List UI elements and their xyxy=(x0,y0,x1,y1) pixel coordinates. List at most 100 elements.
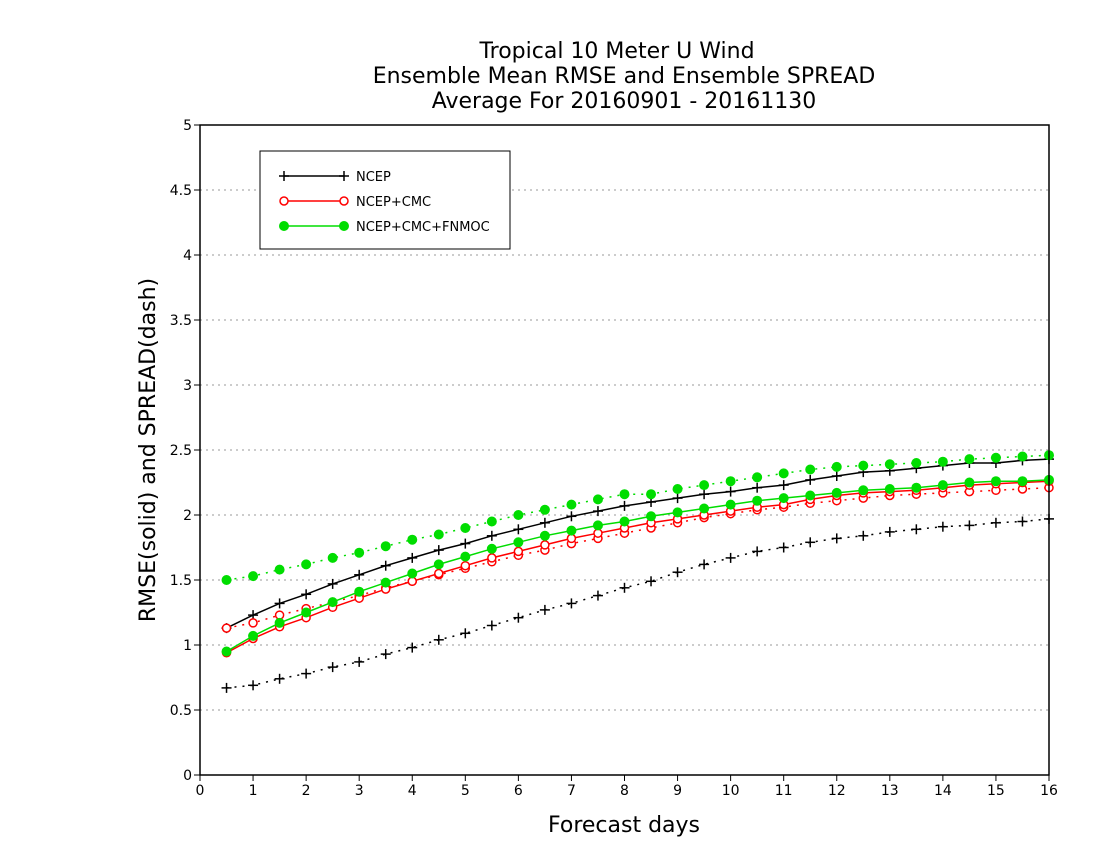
data-point-ncep-cmc-fnmoc-spread xyxy=(699,480,710,491)
x-tick-label: 6 xyxy=(514,783,523,799)
legend-item: NCEP+CMC+FNMOC xyxy=(279,220,490,235)
data-point-ncep-cmc-rmse xyxy=(513,546,524,557)
y-tick-label: 0 xyxy=(183,768,192,784)
series-line-ncep-cmc-fnmoc-rmse xyxy=(226,479,1050,653)
x-tick-label: 3 xyxy=(355,783,364,799)
data-point-ncep-cmc-fnmoc-rmse xyxy=(301,607,312,618)
data-point-ncep-cmc-rmse xyxy=(460,560,471,571)
data-point-ncep-rmse xyxy=(301,589,312,600)
data-point-ncep-cmc-fnmoc-rmse xyxy=(858,485,869,496)
y-axis-label: RMSE(solid) and SPREAD(dash) xyxy=(136,278,161,622)
x-tick-label: 0 xyxy=(196,783,205,799)
data-point-ncep-spread xyxy=(672,567,683,578)
data-point-ncep-cmc-fnmoc-rmse xyxy=(964,477,975,488)
legend-marker xyxy=(339,221,349,231)
data-point-ncep-cmc-spread xyxy=(274,610,285,620)
series-line-ncep-cmc-rmse xyxy=(226,480,1050,654)
x-axis-label: Forecast days xyxy=(548,813,700,838)
data-point-ncep-cmc-fnmoc-spread xyxy=(274,564,285,575)
data-point-ncep-rmse xyxy=(274,598,285,609)
data-point-ncep-spread xyxy=(858,530,869,541)
legend-marker xyxy=(279,171,289,181)
x-tick-label: 12 xyxy=(828,783,846,799)
data-point-ncep-spread xyxy=(301,668,312,679)
legend-label: NCEP xyxy=(356,170,391,185)
data-point-ncep-cmc-fnmoc-rmse xyxy=(725,499,736,510)
x-tick-label: 4 xyxy=(408,783,417,799)
data-point-ncep-cmc-fnmoc-spread xyxy=(407,534,418,545)
series-layer xyxy=(221,450,1054,693)
legend-item: NCEP+CMC xyxy=(279,195,431,210)
data-point-ncep-rmse xyxy=(354,569,365,580)
data-point-ncep-cmc-fnmoc-rmse xyxy=(911,482,922,493)
data-point-ncep-rmse xyxy=(566,511,577,522)
data-point-ncep-spread xyxy=(725,552,736,563)
data-point-ncep-rmse xyxy=(592,506,603,517)
data-point-ncep-cmc-fnmoc-spread xyxy=(539,504,550,515)
data-point-ncep-cmc-spread xyxy=(221,623,232,633)
data-point-ncep-cmc-rmse xyxy=(566,533,577,544)
data-point-ncep-cmc-fnmoc-spread xyxy=(672,484,683,494)
data-point-ncep-rmse xyxy=(539,517,550,528)
data-point-ncep-cmc-fnmoc-spread xyxy=(1017,451,1028,462)
data-point-ncep-cmc-fnmoc-rmse xyxy=(354,586,365,597)
grid xyxy=(200,189,1049,711)
data-point-ncep-spread xyxy=(248,680,259,691)
data-point-ncep-spread xyxy=(566,598,577,609)
data-point-ncep-rmse xyxy=(327,578,338,589)
data-point-ncep-rmse xyxy=(672,493,683,504)
y-tick-label: 1 xyxy=(183,638,192,654)
y-tick-label: 4 xyxy=(183,248,192,264)
series-ncep-cmc-fnmoc-spread xyxy=(221,450,1054,585)
data-point-ncep-cmc-fnmoc-rmse xyxy=(274,617,285,628)
series-ncep-cmc-spread xyxy=(221,482,1054,633)
x-tick-label: 13 xyxy=(881,783,899,799)
data-point-ncep-cmc-fnmoc-rmse xyxy=(460,551,471,562)
data-point-ncep-spread xyxy=(407,642,418,653)
data-point-ncep-spread xyxy=(354,656,365,667)
legend-marker xyxy=(279,221,289,231)
data-point-ncep-rmse xyxy=(725,486,736,497)
data-point-ncep-cmc-fnmoc-spread xyxy=(380,541,391,552)
series-line-ncep-spread xyxy=(226,518,1050,689)
data-point-ncep-rmse xyxy=(699,489,710,500)
data-point-ncep-rmse xyxy=(805,474,816,485)
data-point-ncep-cmc-fnmoc-rmse xyxy=(646,511,657,522)
series-ncep-rmse xyxy=(221,454,1054,634)
data-point-ncep-cmc-fnmoc-spread xyxy=(248,571,259,582)
data-point-ncep-cmc-fnmoc-rmse xyxy=(248,630,259,641)
data-point-ncep-rmse xyxy=(513,524,524,535)
data-point-ncep-rmse xyxy=(619,500,630,511)
data-point-ncep-cmc-fnmoc-spread xyxy=(433,529,444,540)
data-point-ncep-cmc-rmse xyxy=(487,553,497,563)
data-point-ncep-spread xyxy=(592,590,603,601)
data-point-ncep-cmc-fnmoc-spread xyxy=(301,559,312,570)
data-point-ncep-rmse xyxy=(778,480,789,491)
data-point-ncep-rmse xyxy=(460,538,471,549)
data-point-ncep-cmc-rmse xyxy=(434,568,444,579)
data-point-ncep-rmse xyxy=(752,482,763,493)
legend-marker xyxy=(279,196,289,206)
y-tick-label: 2.5 xyxy=(170,443,192,459)
data-point-ncep-spread xyxy=(884,526,895,537)
data-point-ncep-cmc-fnmoc-rmse xyxy=(433,559,444,570)
data-point-ncep-cmc-rmse xyxy=(540,540,550,550)
plot-frame xyxy=(199,124,1050,776)
x-tick-label: 1 xyxy=(249,783,258,799)
data-point-ncep-spread xyxy=(805,537,816,548)
title-line-1: Tropical 10 Meter U Wind xyxy=(478,39,754,64)
chart-title: Tropical 10 Meter U Wind Ensemble Mean R… xyxy=(373,39,876,114)
data-point-ncep-cmc-spread xyxy=(248,618,258,628)
data-point-ncep-rmse xyxy=(486,530,497,541)
data-point-ncep-cmc-fnmoc-rmse xyxy=(327,597,338,608)
data-point-ncep-spread xyxy=(619,582,630,593)
data-point-ncep-cmc-fnmoc-spread xyxy=(990,452,1001,463)
series-line-ncep-rmse xyxy=(226,458,1050,629)
x-tick-label: 7 xyxy=(567,783,576,799)
y-tick-label: 3 xyxy=(183,378,192,394)
y-tick-label: 2 xyxy=(183,508,192,524)
data-point-ncep-cmc-fnmoc-rmse xyxy=(592,520,603,531)
data-point-ncep-cmc-fnmoc-rmse xyxy=(805,490,816,501)
x-tick-label: 16 xyxy=(1040,783,1058,799)
series-ncep-spread xyxy=(221,513,1054,693)
